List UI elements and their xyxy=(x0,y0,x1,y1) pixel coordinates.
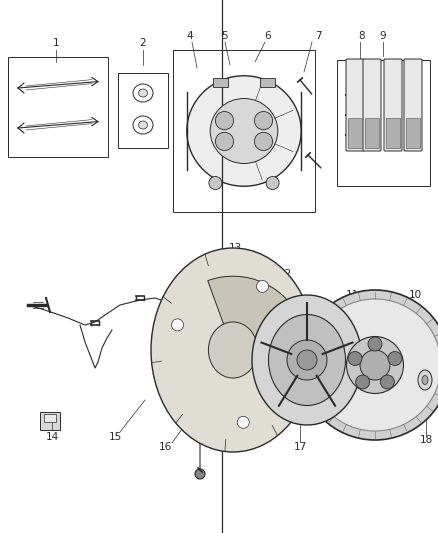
Ellipse shape xyxy=(133,116,153,134)
Ellipse shape xyxy=(187,76,301,186)
Ellipse shape xyxy=(210,99,278,164)
Bar xyxy=(365,118,379,148)
Text: 11: 11 xyxy=(346,290,359,300)
Circle shape xyxy=(237,416,249,429)
Bar xyxy=(118,73,168,148)
Circle shape xyxy=(360,350,390,380)
FancyBboxPatch shape xyxy=(363,59,381,151)
Text: 14: 14 xyxy=(46,432,59,442)
Ellipse shape xyxy=(151,248,315,452)
Text: 7: 7 xyxy=(314,31,321,41)
Text: 4: 4 xyxy=(187,31,193,41)
FancyBboxPatch shape xyxy=(346,59,364,151)
Text: 2: 2 xyxy=(140,38,146,48)
Circle shape xyxy=(368,337,382,351)
Text: 18: 18 xyxy=(419,435,433,445)
Circle shape xyxy=(254,111,272,130)
Circle shape xyxy=(215,132,233,150)
Text: 15: 15 xyxy=(108,432,122,442)
Bar xyxy=(348,118,362,148)
Circle shape xyxy=(254,132,272,150)
Circle shape xyxy=(287,340,327,380)
Wedge shape xyxy=(208,276,302,350)
Text: 17: 17 xyxy=(293,442,307,452)
Circle shape xyxy=(380,375,394,389)
Ellipse shape xyxy=(208,322,258,378)
Circle shape xyxy=(215,111,233,130)
Bar xyxy=(44,414,56,422)
Ellipse shape xyxy=(138,121,148,129)
Bar xyxy=(260,78,275,87)
Text: 5: 5 xyxy=(222,31,228,41)
Circle shape xyxy=(356,375,370,389)
Ellipse shape xyxy=(133,84,153,102)
Ellipse shape xyxy=(418,370,432,390)
Circle shape xyxy=(346,336,403,393)
Bar xyxy=(386,118,400,148)
Text: 16: 16 xyxy=(159,442,172,452)
FancyBboxPatch shape xyxy=(404,59,422,151)
Circle shape xyxy=(297,350,317,370)
FancyBboxPatch shape xyxy=(384,59,402,151)
Circle shape xyxy=(172,319,184,331)
Text: 13: 13 xyxy=(228,243,242,253)
Bar xyxy=(8,57,108,157)
Circle shape xyxy=(266,176,279,190)
Circle shape xyxy=(257,280,268,293)
Text: 6: 6 xyxy=(265,31,271,41)
Bar xyxy=(337,60,430,186)
Circle shape xyxy=(195,469,205,479)
Bar xyxy=(213,78,228,87)
Bar xyxy=(406,118,420,148)
Bar xyxy=(173,50,315,212)
Text: 1: 1 xyxy=(53,38,59,48)
Ellipse shape xyxy=(252,295,362,425)
Circle shape xyxy=(388,351,402,366)
Ellipse shape xyxy=(138,89,148,97)
Circle shape xyxy=(209,176,222,190)
Text: 12: 12 xyxy=(279,269,292,279)
Text: 8: 8 xyxy=(359,31,365,41)
Text: 10: 10 xyxy=(409,290,421,300)
Circle shape xyxy=(300,290,438,440)
Circle shape xyxy=(309,299,438,431)
Circle shape xyxy=(348,351,362,366)
Ellipse shape xyxy=(422,376,428,384)
Text: 9: 9 xyxy=(380,31,386,41)
Ellipse shape xyxy=(268,314,346,406)
Bar xyxy=(40,412,60,430)
